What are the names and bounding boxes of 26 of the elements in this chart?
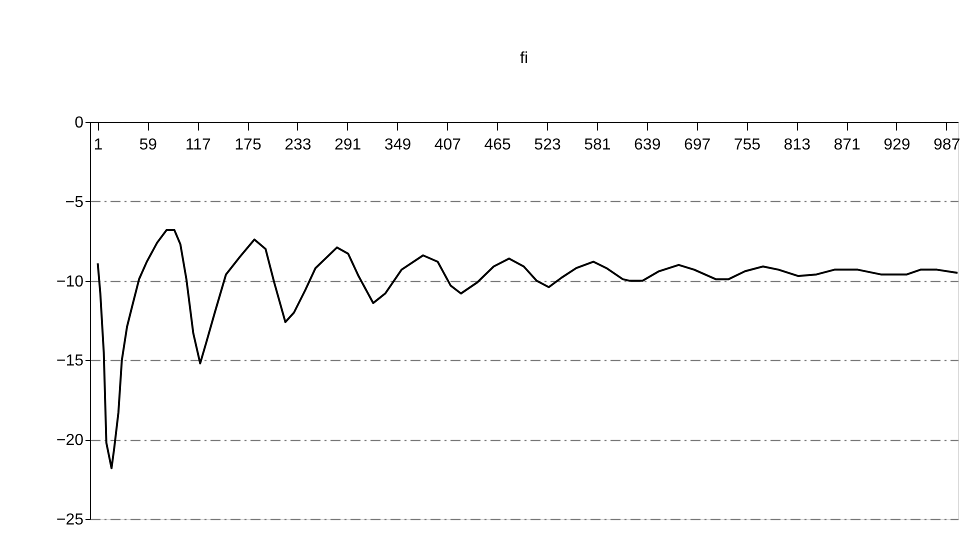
x-tick-label: 639 bbox=[634, 136, 661, 154]
x-tick-label: 465 bbox=[484, 136, 512, 154]
x-tick-label: 59 bbox=[139, 136, 158, 154]
x-tick-label: 755 bbox=[734, 136, 761, 154]
x-tick-label: 697 bbox=[684, 136, 711, 154]
x-tick-label: 117 bbox=[185, 136, 211, 154]
y-tick-label: −10 bbox=[56, 273, 84, 290]
x-tick-label: 1 bbox=[94, 136, 103, 154]
y-tick-label: −15 bbox=[56, 352, 84, 370]
y-tick-label: −5 bbox=[65, 194, 84, 211]
x-tick-label: 813 bbox=[784, 136, 811, 154]
x-tick-label: 581 bbox=[584, 136, 611, 154]
x-tick-label: 987 bbox=[934, 136, 960, 154]
x-tick-label: 175 bbox=[234, 136, 262, 154]
y-tick-label: 0 bbox=[74, 114, 84, 132]
x-tick-label: 929 bbox=[884, 136, 910, 154]
x-tick-label: 349 bbox=[384, 136, 412, 154]
y-tick-label: −20 bbox=[56, 432, 84, 450]
line-series bbox=[96, 228, 959, 470]
x-tick-label: 407 bbox=[434, 136, 462, 154]
chart-title: fi bbox=[520, 50, 528, 67]
x-tick-label: 523 bbox=[534, 136, 561, 154]
x-tick-label: 233 bbox=[284, 136, 312, 154]
y-tick-label: −25 bbox=[56, 512, 84, 528]
x-tick-label: 291 bbox=[334, 136, 362, 154]
x-tick-label: 871 bbox=[834, 136, 860, 154]
